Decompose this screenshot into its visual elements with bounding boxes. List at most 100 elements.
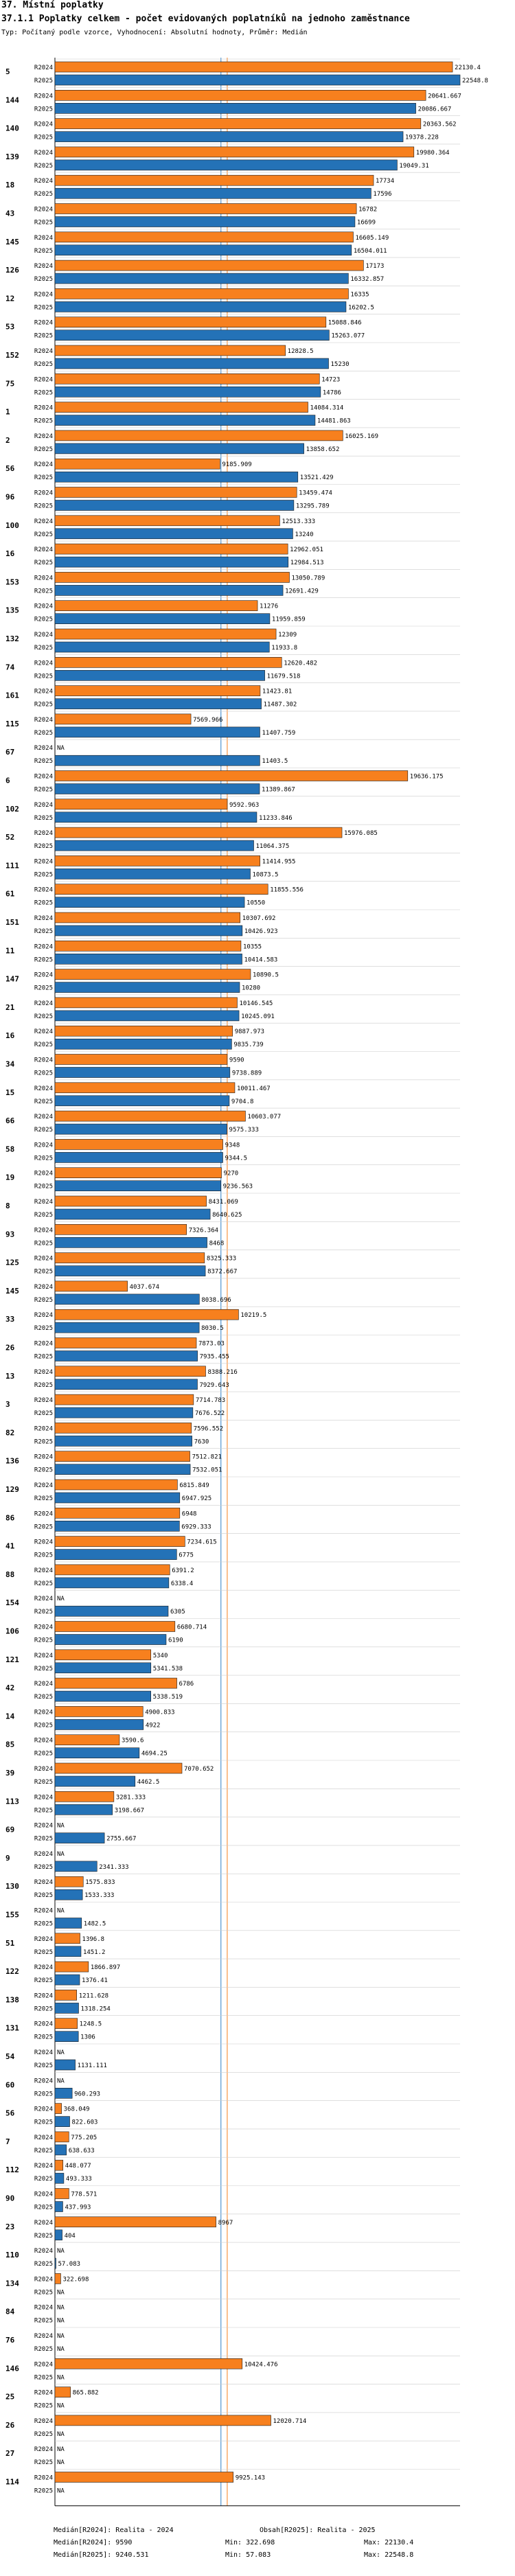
bar-value-label: 437.993 <box>65 2205 91 2211</box>
series-label-r2025: R2025 <box>34 1921 53 1928</box>
series-label-r2024: R2024 <box>34 1454 53 1461</box>
category-label: 51 <box>5 1939 15 1948</box>
bar-value-label: 12513.333 <box>282 518 315 525</box>
series-label-r2024: R2024 <box>34 774 53 781</box>
series-label-r2025: R2025 <box>34 1070 53 1077</box>
bar-value-label: 9270 <box>224 1171 239 1177</box>
bar-r2024 <box>54 543 288 555</box>
bar-r2024 <box>54 855 260 866</box>
bar-r2024 <box>54 317 327 328</box>
bar-value-label: 8967 <box>218 2220 233 2227</box>
na-label: NA <box>57 2346 65 2353</box>
series-label-r2024: R2024 <box>34 1908 53 1915</box>
bar-value-label: 20363.562 <box>423 122 457 128</box>
bar-r2024 <box>54 685 261 696</box>
bar-value-label: 9592.963 <box>229 802 259 809</box>
bar-r2025 <box>54 500 295 511</box>
category-label: 115 <box>5 720 19 728</box>
category-label: 26 <box>5 2421 15 2430</box>
series-label-r2025: R2025 <box>34 276 53 283</box>
bar-r2025 <box>54 74 461 86</box>
series-label-r2025: R2025 <box>34 2459 53 2466</box>
bar-r2025 <box>54 698 262 709</box>
series-label-r2024: R2024 <box>34 2163 53 2170</box>
bar-value-label: 9236.563 <box>223 1184 253 1191</box>
footer-median-2025: Medián[R2025]: 9240.531 <box>54 2551 149 2559</box>
series-label-r2025: R2025 <box>34 2289 53 2296</box>
bar-r2025 <box>54 103 416 114</box>
bar-r2024 <box>54 1479 178 1491</box>
bar-r2025 <box>54 1690 151 1702</box>
category-label: 111 <box>5 861 19 870</box>
series-label-r2024: R2024 <box>34 2192 53 2198</box>
na-label: NA <box>57 2374 65 2381</box>
series-label-r2025: R2025 <box>34 956 53 963</box>
na-label: NA <box>57 2289 65 2296</box>
category-label: 100 <box>5 521 19 530</box>
bar-value-label: 8030.5 <box>201 1325 224 1332</box>
bar-r2025 <box>54 613 271 625</box>
series-label-r2024: R2024 <box>34 1199 53 1206</box>
series-label-r2025: R2025 <box>34 304 53 311</box>
series-label-r2024: R2024 <box>34 1879 53 1886</box>
bar-value-label: 19636.175 <box>410 774 444 781</box>
series-label-r2025: R2025 <box>34 1807 53 1814</box>
bar-r2025 <box>54 1350 198 1361</box>
na-label: NA <box>57 2248 65 2255</box>
bar-value-label: 9348 <box>225 1142 240 1149</box>
series-label-r2025: R2025 <box>34 843 53 850</box>
bar-value-label: 16504.011 <box>354 248 387 255</box>
series-label-r2024: R2024 <box>34 1794 53 1801</box>
bar-value-label: 448.077 <box>65 2163 91 2170</box>
series-label-r2024: R2024 <box>34 2418 53 2425</box>
series-label-r2025: R2025 <box>34 418 53 425</box>
na-label: NA <box>57 745 65 752</box>
bar-r2024 <box>54 373 320 384</box>
bar-value-label: 15230 <box>331 361 350 368</box>
bar-value-label: 10355 <box>243 943 262 950</box>
footer-max-2025: Max: 22548.8 <box>364 2551 414 2559</box>
bar-r2024 <box>54 600 258 612</box>
bar-r2025 <box>54 2088 73 2099</box>
series-label-r2024: R2024 <box>34 1936 53 1943</box>
series-label-r2025: R2025 <box>34 248 53 255</box>
category-label: 25 <box>5 2393 14 2402</box>
series-label-r2025: R2025 <box>34 645 53 652</box>
bar-r2024 <box>54 1054 228 1065</box>
bar-r2024 <box>54 1791 115 1802</box>
series-label-r2024: R2024 <box>34 1057 53 1064</box>
bar-r2025 <box>54 869 251 879</box>
bar-value-label: 11233.846 <box>259 815 293 822</box>
footer-max-2024: Max: 22130.4 <box>364 2539 414 2546</box>
series-label-r2025: R2025 <box>34 1864 53 1871</box>
bar-r2025 <box>54 386 321 398</box>
bar-value-label: 22548.8 <box>462 78 488 84</box>
bar-value-label: 13858.652 <box>306 446 340 453</box>
bar-value-label: 14723 <box>321 376 340 383</box>
bar-r2025 <box>54 1974 80 1986</box>
bar-r2024 <box>54 2415 271 2426</box>
bar-r2025 <box>54 1521 180 1532</box>
bar-value-label: 9738.889 <box>232 1070 262 1077</box>
bar-r2024 <box>54 713 192 725</box>
category-label: 39 <box>5 1769 14 1778</box>
category-label: 5 <box>5 67 10 76</box>
bar-r2024 <box>54 2472 233 2483</box>
category-label: 13 <box>5 1372 14 1381</box>
bar-r2025 <box>54 330 330 341</box>
category-label: 33 <box>5 1315 14 1324</box>
bar-value-label: 775.205 <box>71 2135 97 2141</box>
na-label: NA <box>57 2403 65 2410</box>
category-label: 3 <box>5 1400 10 1409</box>
bar-value-label: 8468 <box>209 1240 225 1247</box>
bar-value-label: 11423.81 <box>262 689 292 695</box>
bar-r2025 <box>54 2003 79 2014</box>
bar-r2025 <box>54 1946 82 1957</box>
bar-r2024 <box>54 1621 176 1632</box>
bar-value-label: 9835.739 <box>233 1042 263 1048</box>
category-label: 90 <box>5 2194 14 2203</box>
bar-r2025 <box>54 1095 230 1107</box>
bar-r2024 <box>54 174 374 186</box>
series-label-r2025: R2025 <box>34 2318 53 2325</box>
bar-r2024 <box>54 1337 197 1348</box>
